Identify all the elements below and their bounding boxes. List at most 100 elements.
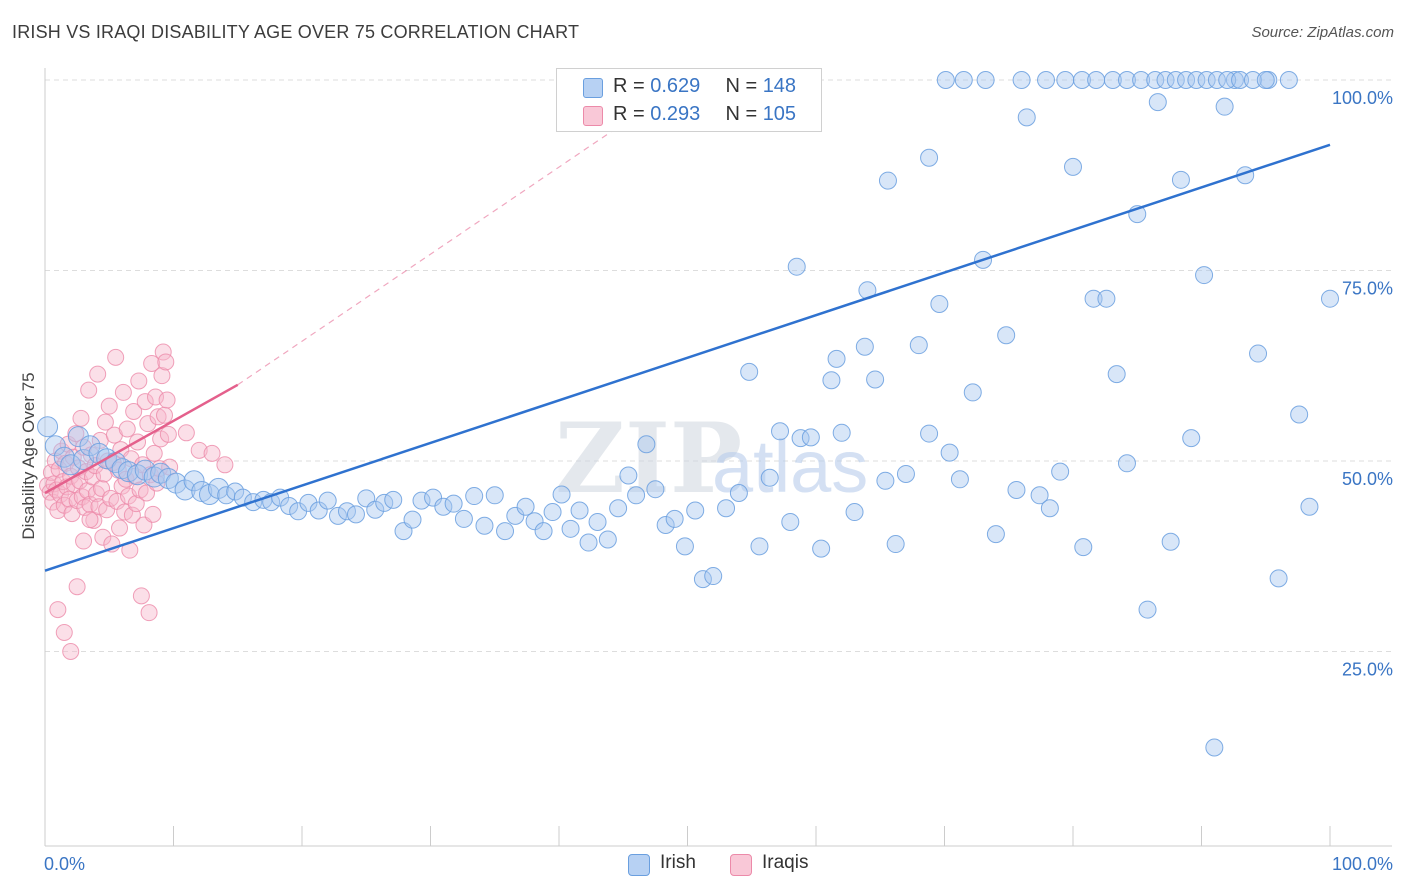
irish-point xyxy=(940,443,959,462)
irish-point xyxy=(986,525,1005,544)
iraqis-point xyxy=(80,381,98,399)
iraqis-legend-swatch xyxy=(730,854,752,876)
irish-point xyxy=(1040,499,1059,518)
irish-point xyxy=(997,326,1016,345)
irish-point xyxy=(1166,71,1185,89)
watermark: ZIP atlas xyxy=(555,402,868,515)
irish-point xyxy=(1107,365,1126,384)
irish-point xyxy=(656,516,675,535)
stats-legend: R = 0.629 N = 148 R = 0.293 N = 105 xyxy=(556,68,822,132)
irish-point xyxy=(878,171,897,190)
grid-lines xyxy=(45,79,1392,652)
iraqis-point xyxy=(159,425,177,443)
irish-point xyxy=(506,506,525,525)
irish-trend-line xyxy=(44,143,1331,572)
iraqis-point xyxy=(144,505,162,523)
irish-point xyxy=(920,424,939,443)
iraqis-r-value: 0.293 xyxy=(650,103,701,125)
iraqis-point xyxy=(138,484,156,502)
iraqis-point xyxy=(157,353,175,371)
irish-point xyxy=(403,510,422,529)
irish-point xyxy=(1074,538,1093,557)
irish-point xyxy=(598,530,617,549)
iraqis-point xyxy=(55,623,73,641)
irish-point xyxy=(1084,289,1103,308)
iraqis-point xyxy=(111,519,129,537)
irish-point xyxy=(454,509,473,528)
irish-n-label: N = xyxy=(725,75,763,97)
irish-point xyxy=(1207,71,1226,89)
iraqis-point xyxy=(143,354,161,372)
irish-point xyxy=(1148,93,1167,112)
irish-point xyxy=(909,336,928,355)
irish-series xyxy=(37,71,1339,757)
iraqis-point xyxy=(75,532,93,550)
irish-point xyxy=(1225,71,1244,89)
axis-labels: 25.0% 50.0% 75.0% 100.0% 0.0% 100.0% Disabilit… xyxy=(19,88,1393,874)
irish-point xyxy=(1037,71,1056,89)
irish-point xyxy=(717,499,736,518)
irish-point xyxy=(534,522,553,541)
irish-point xyxy=(1117,71,1136,89)
irish-point xyxy=(309,501,328,520)
iraqis-n-label: N = xyxy=(725,103,763,125)
irish-point xyxy=(1256,71,1275,89)
irish-point xyxy=(866,370,885,389)
irish-point xyxy=(543,503,562,522)
iraqis-point xyxy=(136,393,154,411)
iraqis-point xyxy=(139,415,157,433)
irish-point xyxy=(855,337,874,356)
irish-point xyxy=(1290,405,1309,424)
iraqis-point xyxy=(62,643,80,660)
irish-point xyxy=(920,148,939,167)
irish-point xyxy=(954,71,973,89)
irish-point xyxy=(434,497,453,516)
irish-point xyxy=(1269,569,1288,588)
irish-point xyxy=(1218,71,1237,89)
iraqis-point xyxy=(68,578,86,596)
irish-point xyxy=(1197,71,1216,89)
irish-r-label: R = xyxy=(613,75,651,97)
irish-point xyxy=(475,516,494,535)
irish-point xyxy=(832,423,851,442)
iraqis-point xyxy=(100,397,118,415)
irish-point xyxy=(781,512,800,531)
iraqis-n-value: 105 xyxy=(762,103,797,125)
irish-point xyxy=(1097,289,1116,308)
irish-point xyxy=(750,537,769,556)
iraqis-point xyxy=(132,587,150,605)
irish-point xyxy=(1171,170,1190,189)
irish-r-value: 0.629 xyxy=(650,75,701,97)
irish-point xyxy=(552,485,571,504)
irish-point xyxy=(1087,71,1106,89)
iraqis-point xyxy=(158,391,176,409)
iraqis-point xyxy=(149,408,167,426)
x-tick-label-max: 100.0% xyxy=(1332,854,1393,874)
irish-point xyxy=(1051,462,1070,481)
irish-swatch xyxy=(583,78,603,98)
irish-point xyxy=(485,486,504,505)
iraqis-point xyxy=(96,413,114,431)
irish-stats: R = 0.629 N = 148 xyxy=(613,75,796,98)
irish-point xyxy=(1195,266,1214,285)
irish-point xyxy=(79,435,101,457)
irish-point xyxy=(1146,71,1165,89)
irish-point xyxy=(637,435,656,454)
iraqis-point xyxy=(216,456,234,474)
y-tick-label: 75.0% xyxy=(1342,279,1393,299)
irish-point xyxy=(693,570,712,589)
irish-point xyxy=(444,494,463,513)
iraqis-point xyxy=(203,444,221,462)
iraqis-legend-label: Iraqis xyxy=(762,852,809,873)
irish-point xyxy=(1321,289,1339,308)
irish-point xyxy=(1279,71,1298,89)
source-credit: Source: ZipAtlas.com xyxy=(1251,24,1394,41)
irish-point xyxy=(1231,71,1250,89)
irish-point xyxy=(729,484,748,503)
axes xyxy=(44,68,1392,847)
iraqis-point xyxy=(49,601,67,619)
irish-point xyxy=(801,428,820,447)
iraqis-point xyxy=(114,383,132,401)
irish-point xyxy=(976,71,995,89)
irish-point xyxy=(318,491,337,510)
